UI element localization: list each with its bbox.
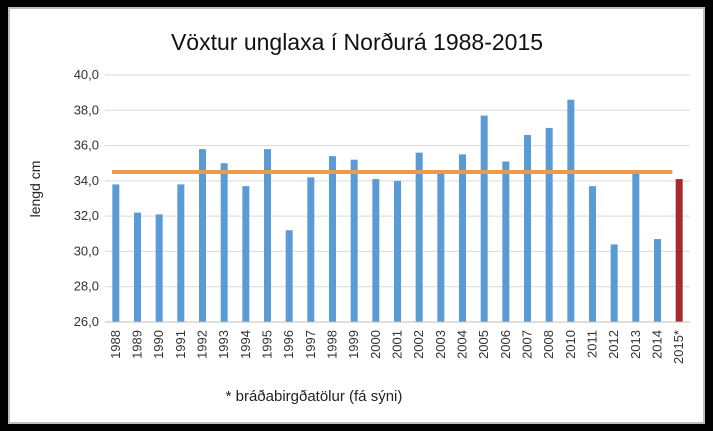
x-tick-label: 1988 (108, 330, 123, 359)
y-tick-label: 26,0 (74, 314, 99, 329)
bar-2011 (589, 186, 596, 322)
bar-1991 (177, 184, 185, 322)
x-axis-ticks: 1988 1989 1990 1991 1992 1993 1994 1995 1996 1997… (108, 330, 686, 364)
bar-2014 (654, 239, 661, 322)
bar-1988 (112, 184, 120, 322)
bar-2004 (459, 154, 466, 322)
bar-chart: Vöxtur unglaxa í Norðurá 1988-2015 26,02… (27, 29, 690, 405)
bar-2001 (394, 180, 401, 322)
bar-2003 (437, 173, 445, 322)
bar-1995 (264, 149, 271, 322)
y-tick-label: 38,0 (74, 102, 99, 117)
x-tick-label: 2001 (390, 330, 405, 359)
bar-1992 (199, 149, 206, 322)
y-axis-ticks: 26,0 28,0 30,0 32,0 34,0 36,0 38,0 40,0 (74, 67, 99, 329)
x-tick-label: 1995 (260, 330, 275, 359)
bar-2002 (415, 152, 423, 322)
x-tick-label: 1999 (346, 330, 361, 359)
bar-1996 (285, 230, 293, 322)
y-tick-label: 34,0 (74, 173, 99, 188)
x-tick-label: 1994 (238, 330, 253, 359)
bar-2007 (524, 134, 531, 322)
bar-2005 (480, 115, 488, 322)
x-tick-label: 2004 (455, 330, 470, 359)
x-tick-label: 1992 (195, 330, 210, 359)
x-tick-label: 1991 (173, 330, 188, 359)
bar-2008 (545, 127, 553, 322)
bar-2015* (675, 179, 683, 322)
bar-2010 (567, 99, 575, 322)
y-tick-label: 40,0 (74, 67, 99, 82)
y-tick-label: 30,0 (74, 243, 99, 258)
x-tick-label: 2000 (368, 330, 383, 359)
bar-1998 (329, 156, 336, 322)
x-tick-label: 2006 (498, 330, 513, 359)
chart-title: Vöxtur unglaxa í Norðurá 1988-2015 (171, 29, 543, 55)
bar-2012 (610, 244, 618, 322)
x-tick-label: 2013 (628, 330, 643, 359)
x-tick-label: 2010 (563, 330, 578, 359)
x-tick-label: 1996 (281, 330, 296, 359)
y-tick-label: 32,0 (74, 208, 99, 223)
x-tick-label: 2014 (650, 330, 665, 359)
x-tick-label: 2012 (606, 330, 621, 359)
x-tick-label: 2003 (433, 330, 448, 359)
x-tick-label: 1990 (151, 330, 166, 359)
y-axis-label: lengd cm (27, 161, 43, 218)
y-tick-label: 28,0 (74, 279, 99, 294)
y-tick-label: 36,0 (74, 138, 99, 153)
bar-2006 (502, 161, 510, 322)
bars (112, 99, 683, 322)
x-tick-label: 2005 (476, 330, 491, 359)
bar-2013 (632, 173, 640, 322)
bar-1989 (134, 212, 141, 322)
x-tick-label: 2007 (520, 330, 535, 359)
x-tick-label: 2015* (671, 330, 686, 364)
x-axis-footnote: * bráðabirgðatölur (fá sýni) (226, 388, 403, 405)
bar-1990 (155, 214, 163, 322)
x-tick-label: 1997 (303, 330, 318, 359)
x-tick-label: 1989 (130, 330, 145, 359)
bar-1994 (242, 186, 250, 322)
x-tick-label: 1998 (325, 330, 340, 359)
bar-1999 (350, 159, 358, 322)
bar-1997 (307, 177, 315, 322)
x-tick-label: 1993 (216, 330, 231, 359)
bar-2000 (372, 179, 380, 322)
chart-frame: Vöxtur unglaxa í Norðurá 1988-2015 26,0 2… (8, 7, 705, 424)
bar-1993 (220, 163, 228, 322)
x-tick-label: 2002 (411, 330, 426, 359)
x-tick-label: 2008 (541, 330, 556, 359)
x-tick-label: 2011 (585, 330, 600, 358)
